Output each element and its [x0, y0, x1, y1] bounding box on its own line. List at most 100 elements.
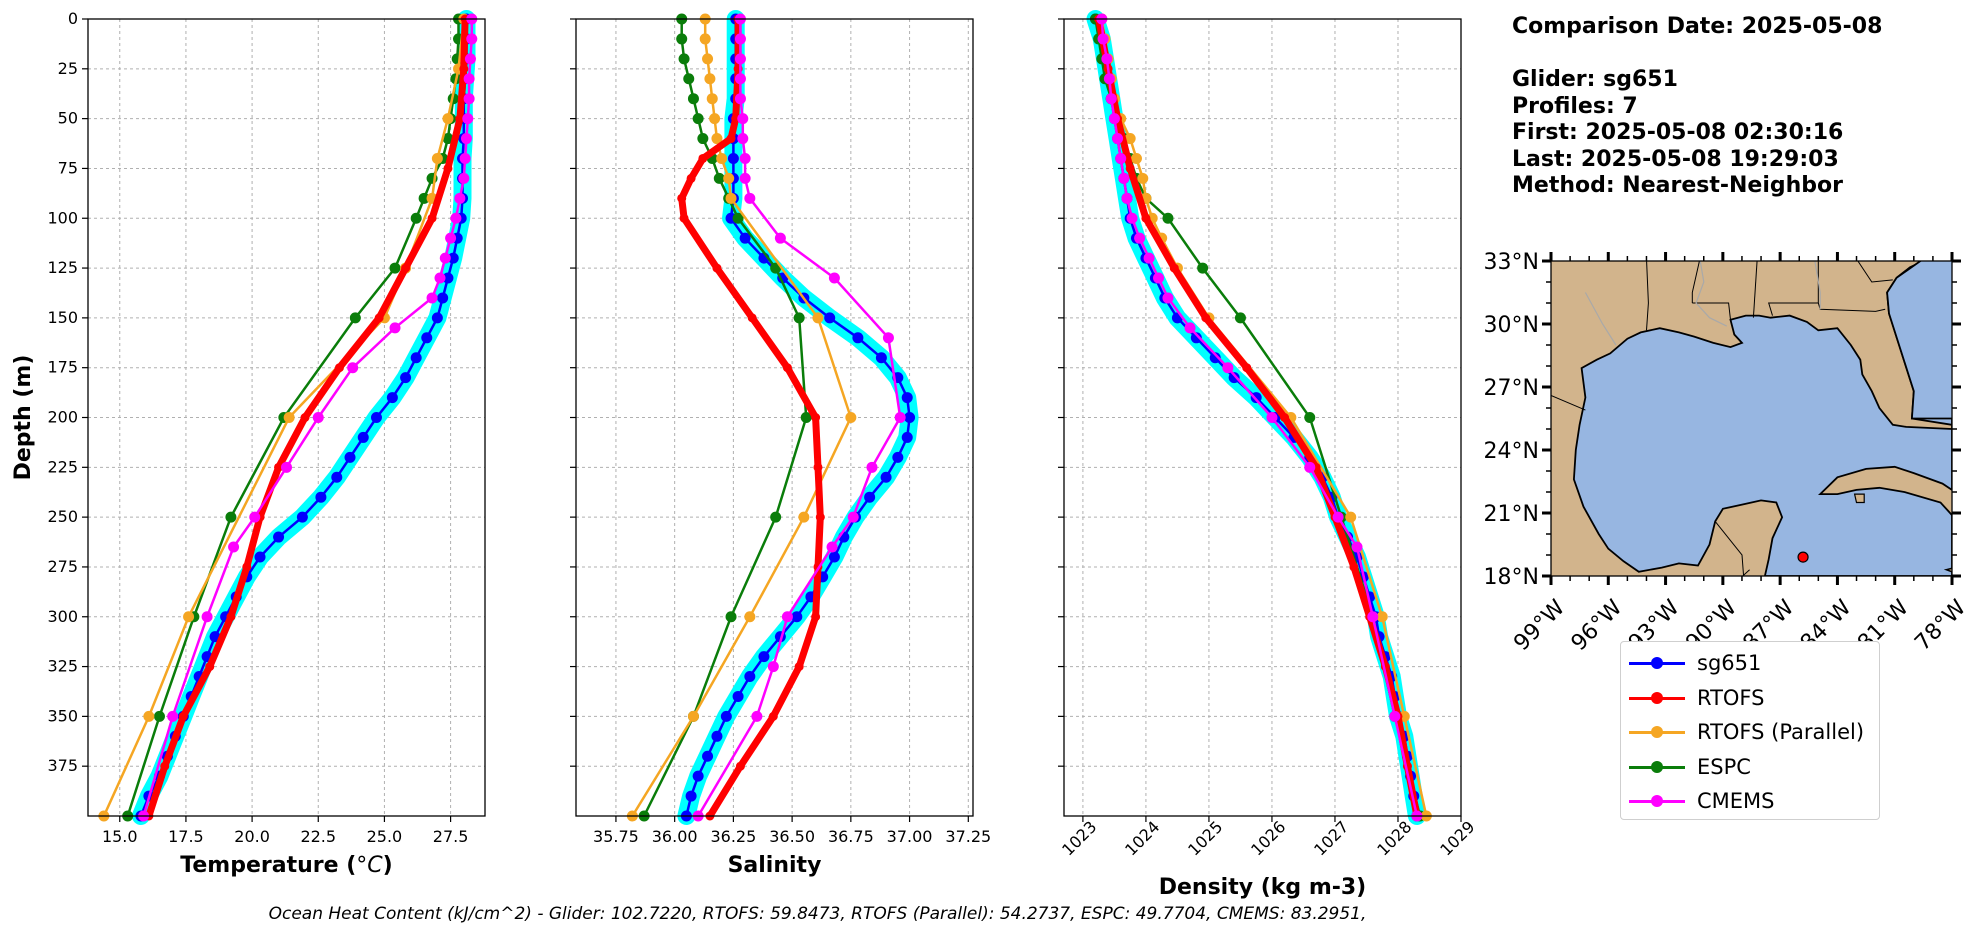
- data-point: [1115, 152, 1127, 164]
- data-point: [1222, 362, 1234, 374]
- legend-swatch: [1629, 791, 1685, 811]
- data-point: [791, 611, 803, 623]
- y-axis-label: Depth (m): [11, 355, 36, 481]
- data-point: [678, 53, 690, 65]
- legend-label: sg651: [1697, 651, 1762, 675]
- data-point: [254, 551, 266, 563]
- data-point: [464, 53, 476, 65]
- plot-panel-3: 1023 1024 1025 1026 1027 1028 1029 Density (kg …: [1058, 10, 1478, 900]
- comparison-date: Comparison Date: 2025-05-08: [1512, 14, 1883, 39]
- glider-location-marker: [1797, 551, 1809, 563]
- data-point: [1124, 133, 1136, 145]
- data-point: [437, 292, 449, 304]
- data-point: [706, 93, 718, 105]
- border-line: [1646, 261, 1649, 331]
- data-point: [1190, 332, 1202, 344]
- gulf-of-mexico-map: 33°N30°N27°N24°N21°N18°N99°W96°W93°W90°W…: [1484, 250, 1972, 656]
- legend-label: RTOFS (Parallel): [1697, 720, 1865, 744]
- data-point: [1126, 212, 1138, 224]
- data-point: [447, 252, 459, 264]
- border-line: [1817, 302, 1886, 312]
- x-tick-label: 1027: [1310, 817, 1352, 859]
- data-point: [374, 313, 384, 323]
- data-point: [442, 272, 454, 284]
- last-profile-time: Last: 2025-05-08 19:29:03: [1512, 146, 1839, 172]
- data-point: [178, 711, 188, 721]
- data-point: [811, 413, 821, 422]
- data-point: [1345, 511, 1357, 523]
- data-point: [357, 431, 369, 443]
- river-line: [1814, 261, 1821, 310]
- data-point: [410, 352, 422, 364]
- data-point: [798, 511, 810, 523]
- y-tick-label: 375: [47, 756, 78, 775]
- data-point: [1280, 413, 1290, 422]
- data-point: [1169, 263, 1179, 273]
- data-point: [704, 73, 716, 85]
- lat-tick-label: 30°N: [1484, 313, 1539, 338]
- data-point: [389, 322, 401, 334]
- data-point: [334, 363, 344, 373]
- legend-swatch: [1629, 757, 1685, 777]
- data-point: [1376, 611, 1388, 623]
- plot-panel-2: 35.75 36.00 36.25 36.50 36.75 37.00 37.25 Salin…: [570, 10, 991, 878]
- data-point: [781, 611, 793, 623]
- atlantic-water: [1886, 261, 1952, 420]
- data-point: [242, 562, 252, 572]
- data-point: [679, 213, 689, 223]
- data-point: [460, 133, 472, 145]
- data-point: [726, 134, 736, 144]
- series-rtofs-parallel-: [626, 13, 857, 822]
- first-profile-time: First: 2025-05-08 02:30:16: [1512, 120, 1844, 145]
- data-point: [824, 312, 836, 324]
- data-point: [866, 461, 878, 473]
- data-point: [739, 172, 751, 184]
- data-point: [767, 661, 779, 673]
- legend-swatch: [1629, 722, 1685, 742]
- data-point: [249, 511, 261, 523]
- data-point: [1137, 172, 1149, 184]
- border-line: [1551, 394, 1586, 411]
- data-point: [400, 372, 412, 384]
- legend-item-espc: ESPC: [1629, 750, 1751, 784]
- data-point: [1304, 412, 1316, 423]
- x-axis-label: Density (kg m-3): [1159, 875, 1367, 900]
- data-point: [1097, 33, 1109, 45]
- lon-tick-label: 96°W: [1567, 595, 1628, 656]
- data-point: [699, 33, 711, 45]
- x-tick-label: 36.25: [710, 827, 756, 846]
- series-cmems: [692, 13, 906, 822]
- y-tick-label: 200: [47, 408, 78, 427]
- series-line: [678, 19, 824, 818]
- data-point: [692, 770, 704, 782]
- data-point: [734, 33, 746, 45]
- border-line: [1752, 261, 1758, 318]
- data-point: [793, 312, 805, 324]
- data-point: [1197, 262, 1209, 274]
- legend-item-sg651: sg651: [1629, 646, 1761, 680]
- data-point: [418, 192, 430, 204]
- data-point: [1349, 562, 1359, 572]
- data-point: [1184, 322, 1196, 334]
- data-point: [811, 612, 821, 622]
- data-point: [431, 312, 443, 324]
- data-point: [711, 730, 723, 742]
- data-point: [454, 192, 466, 204]
- series-line: [631, 19, 853, 817]
- data-point: [1242, 363, 1252, 373]
- y-tick-label: 275: [47, 557, 78, 576]
- glider-name: Glider: sg651: [1512, 67, 1678, 92]
- y-tick-label: 175: [47, 358, 78, 377]
- lat-tick-label: 33°N: [1484, 250, 1539, 275]
- data-point: [1304, 461, 1316, 473]
- data-point: [720, 710, 732, 722]
- data-point: [331, 471, 343, 483]
- data-point: [875, 352, 887, 364]
- data-point: [1141, 213, 1151, 223]
- data-point: [463, 93, 475, 105]
- data-point: [774, 232, 786, 244]
- x-tick-label: 37.25: [945, 827, 991, 846]
- cuba: [1817, 465, 1952, 517]
- data-point: [1118, 172, 1130, 184]
